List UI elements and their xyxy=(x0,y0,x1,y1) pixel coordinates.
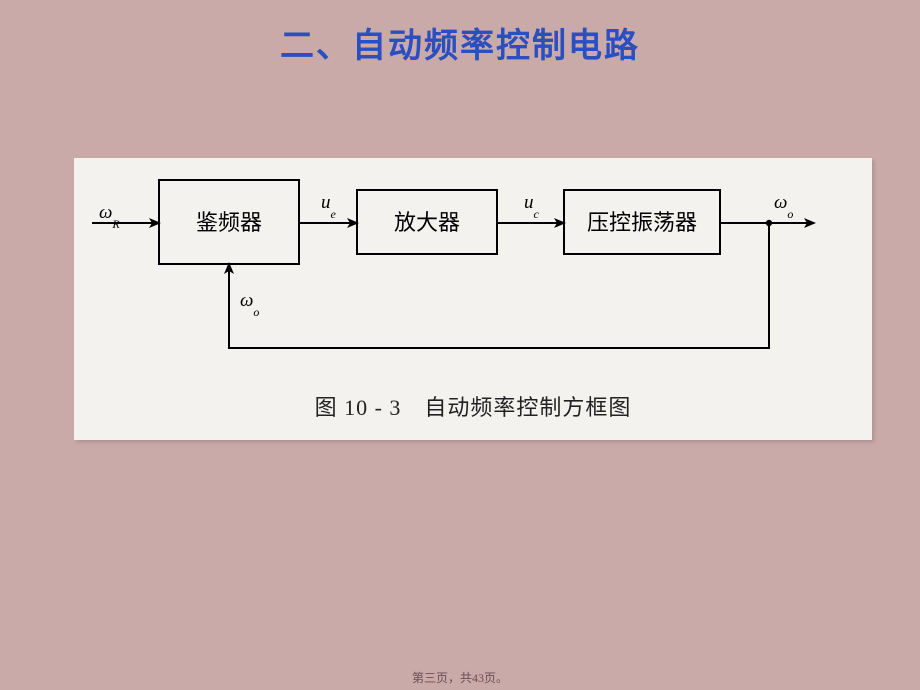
signal-output: ωo xyxy=(774,192,793,221)
signal-feedback: ωo xyxy=(240,290,259,319)
block-label-b1: 鉴频器 xyxy=(196,210,262,235)
feedback-path xyxy=(229,223,769,348)
signal-uc: uc xyxy=(524,192,540,221)
slide: 二、自动频率控制电路 鉴频器 放大器 压控振荡器 ωR ue uc ωo ωo 图 10 - … xyxy=(0,0,920,690)
slide-title: 二、自动频率控制电路 xyxy=(0,18,920,67)
diagram-panel: 鉴频器 放大器 压控振荡器 ωR ue uc ωo ωo 图 10 - 3 自动频率控制方框图 xyxy=(74,158,872,440)
slide-footer: 第三页，共43页。 xyxy=(0,669,920,686)
signal-input: ωR xyxy=(99,202,120,231)
block-label-b2: 放大器 xyxy=(394,210,460,235)
diagram-caption: 图 10 - 3 自动频率控制方框图 xyxy=(74,390,872,422)
block-label-b3: 压控振荡器 xyxy=(587,210,697,235)
signal-ue: ue xyxy=(321,192,337,221)
junction-dot xyxy=(766,220,772,226)
